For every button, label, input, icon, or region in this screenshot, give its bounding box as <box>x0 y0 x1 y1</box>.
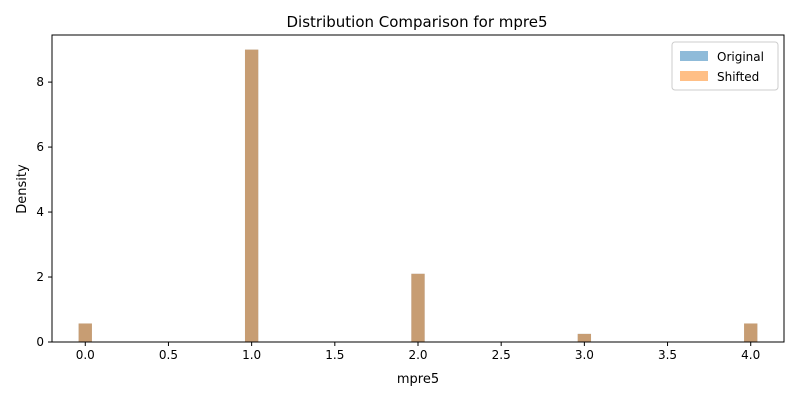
x-tick-label: 3.0 <box>575 348 594 362</box>
legend-label-original: Original <box>717 50 764 64</box>
plot-frame <box>51 34 785 343</box>
legend: Original Shifted <box>671 41 779 91</box>
y-axis: 0 2 4 6 8 <box>36 75 52 349</box>
bar-shifted-2 <box>411 273 425 342</box>
x-axis: 0.0 0.5 1.0 1.5 2.0 2.5 3.0 3.5 4.0 <box>76 342 760 362</box>
x-tick-label: 1.0 <box>242 348 261 362</box>
bar-shifted-0 <box>78 323 92 342</box>
y-tick-label: 8 <box>36 75 44 89</box>
bar-shifted-1 <box>244 49 259 342</box>
chart-title: Distribution Comparison for mpre5 <box>287 13 548 31</box>
bar-shifted-4 <box>744 323 758 342</box>
legend-swatch-shifted <box>680 71 708 81</box>
x-tick-label: 3.5 <box>658 348 677 362</box>
y-axis-label: Density <box>15 164 30 214</box>
x-tick-label: 2.0 <box>408 348 427 362</box>
x-tick-label: 4.0 <box>741 348 760 362</box>
x-tick-label: 1.5 <box>325 348 344 362</box>
y-tick-label: 6 <box>36 140 44 154</box>
legend-swatch-original <box>680 51 708 61</box>
x-tick-label: 2.5 <box>492 348 511 362</box>
x-tick-label: 0.0 <box>76 348 95 362</box>
x-axis-label: mpre5 <box>397 372 439 387</box>
y-tick-label: 0 <box>36 335 44 349</box>
bar-shifted-3 <box>577 333 592 342</box>
bars-layer <box>78 49 758 342</box>
x-tick-label: 0.5 <box>159 348 178 362</box>
legend-label-shifted: Shifted <box>717 70 759 84</box>
y-tick-label: 2 <box>36 270 44 284</box>
y-tick-label: 4 <box>36 205 44 219</box>
